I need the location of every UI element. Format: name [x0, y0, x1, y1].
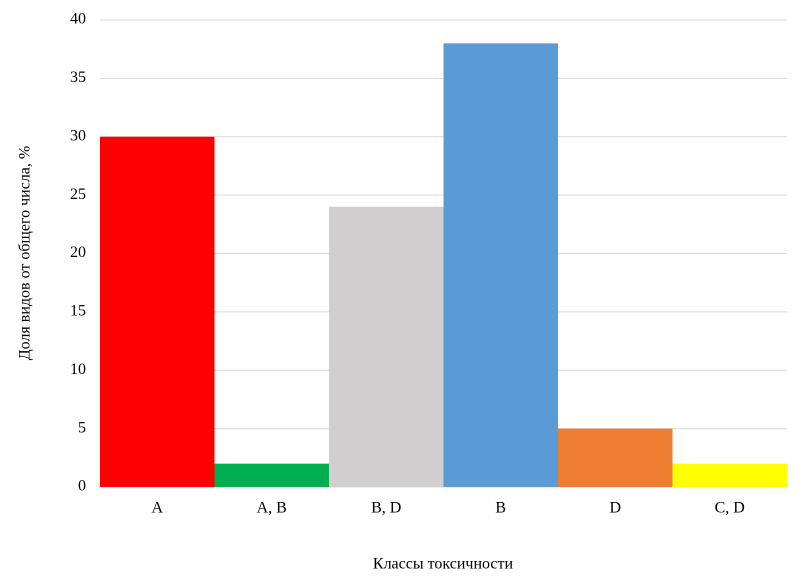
x-tick-label: C, D — [715, 500, 745, 517]
x-tick-label: D — [609, 500, 621, 517]
y-tick-label: 20 — [70, 244, 86, 261]
x-tick-label: B — [495, 500, 506, 517]
bar — [672, 463, 787, 487]
y-tick-label: 25 — [70, 186, 86, 203]
x-tick-label: A, B — [257, 500, 287, 517]
bar — [329, 206, 444, 488]
y-tick-label: 30 — [70, 127, 86, 144]
y-tick-label: 40 — [70, 11, 86, 28]
y-tick-label: 10 — [70, 361, 86, 378]
y-axis-label: Доля видов от общего числа, % — [17, 146, 34, 361]
y-tick-label: 0 — [78, 478, 86, 495]
bar — [100, 136, 215, 487]
x-tick-label: A — [151, 500, 163, 517]
bar — [558, 428, 673, 487]
bar — [214, 463, 329, 487]
x-tick-label: B, D — [371, 500, 401, 517]
y-tick-label: 15 — [70, 303, 86, 320]
y-tick-label: 35 — [70, 69, 86, 86]
bar — [443, 43, 558, 487]
x-axis-label: Классы токсичности — [373, 556, 514, 573]
y-tick-label: 5 — [78, 419, 86, 436]
